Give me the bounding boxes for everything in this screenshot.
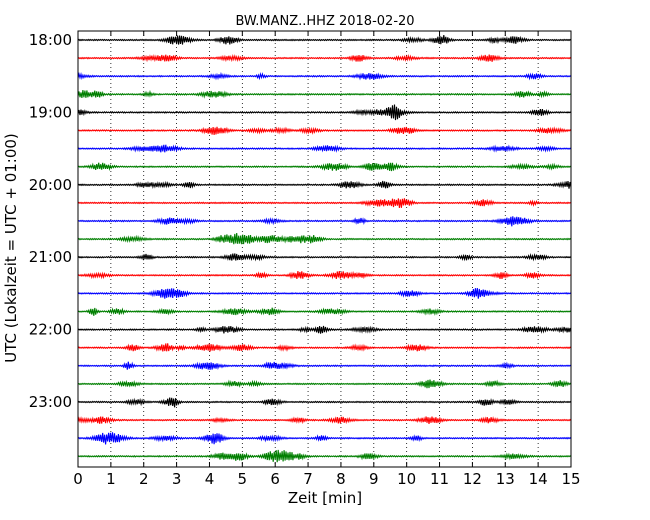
y-tick-label: 22:00 bbox=[29, 321, 72, 339]
x-tick-label: 12 bbox=[463, 470, 482, 488]
y-axis-label: UTC (Lokalzeit = UTC + 01:00) bbox=[2, 133, 20, 363]
plot-frame bbox=[77, 30, 572, 468]
x-tick-label: 7 bbox=[303, 470, 313, 488]
seismic-trace bbox=[77, 34, 572, 45]
seismic-trace bbox=[77, 216, 572, 227]
chart-title: BW.MANZ..HHZ 2018-02-20 bbox=[235, 14, 414, 29]
seismic-trace bbox=[77, 144, 572, 153]
traces bbox=[77, 34, 572, 463]
seismic-trace bbox=[77, 252, 572, 262]
x-tick-label: 9 bbox=[369, 470, 379, 488]
x-tick-label: 3 bbox=[172, 470, 182, 488]
x-tick-label: 15 bbox=[561, 470, 580, 488]
x-axis: 0 1 2 3 4 5 6 7 8 9 10 11 12 13 14 15 bbox=[73, 31, 581, 488]
x-tick-label: 4 bbox=[205, 470, 215, 488]
seismic-trace bbox=[77, 71, 572, 81]
seismic-trace bbox=[77, 449, 572, 463]
seismic-trace bbox=[77, 397, 572, 408]
y-tick-label: 20:00 bbox=[29, 176, 72, 194]
x-axis-label: Zeit [min] bbox=[288, 489, 362, 507]
seismic-trace bbox=[77, 104, 572, 121]
y-tick-label: 23:00 bbox=[29, 393, 72, 411]
x-tick-label: 11 bbox=[430, 470, 449, 488]
seismic-trace bbox=[77, 325, 572, 334]
seismic-trace bbox=[77, 270, 572, 280]
x-tick-label: 1 bbox=[106, 470, 116, 488]
seismic-trace bbox=[77, 361, 572, 371]
x-tick-label: 13 bbox=[496, 470, 515, 488]
seismic-trace bbox=[77, 307, 572, 316]
x-tick-label: 6 bbox=[270, 470, 280, 488]
seismic-trace bbox=[77, 432, 572, 445]
seismic-trace bbox=[77, 54, 572, 63]
x-tick-label: 10 bbox=[397, 470, 416, 488]
x-tick-label: 0 bbox=[73, 470, 83, 488]
y-axis: 18:00 19:00 20:00 21:00 22:00 23:00 bbox=[29, 31, 571, 411]
x-tick-label: 2 bbox=[139, 470, 149, 488]
seismic-trace bbox=[77, 89, 572, 99]
seismic-trace bbox=[77, 180, 572, 190]
seismic-trace bbox=[77, 126, 572, 135]
seismic-trace bbox=[77, 343, 572, 352]
x-tick-label: 14 bbox=[529, 470, 548, 488]
y-tick-label: 18:00 bbox=[29, 31, 72, 49]
x-tick-label: 8 bbox=[336, 470, 346, 488]
y-tick-label: 19:00 bbox=[29, 103, 72, 121]
seismic-trace bbox=[77, 198, 572, 209]
grid bbox=[110, 31, 539, 467]
x-tick-label: 5 bbox=[238, 470, 248, 488]
seismic-trace bbox=[77, 162, 572, 172]
seismic-trace bbox=[77, 416, 572, 425]
seismic-trace bbox=[77, 379, 572, 389]
seismic-trace bbox=[77, 233, 572, 245]
seismic-trace bbox=[77, 287, 572, 299]
y-tick-label: 21:00 bbox=[29, 248, 72, 266]
